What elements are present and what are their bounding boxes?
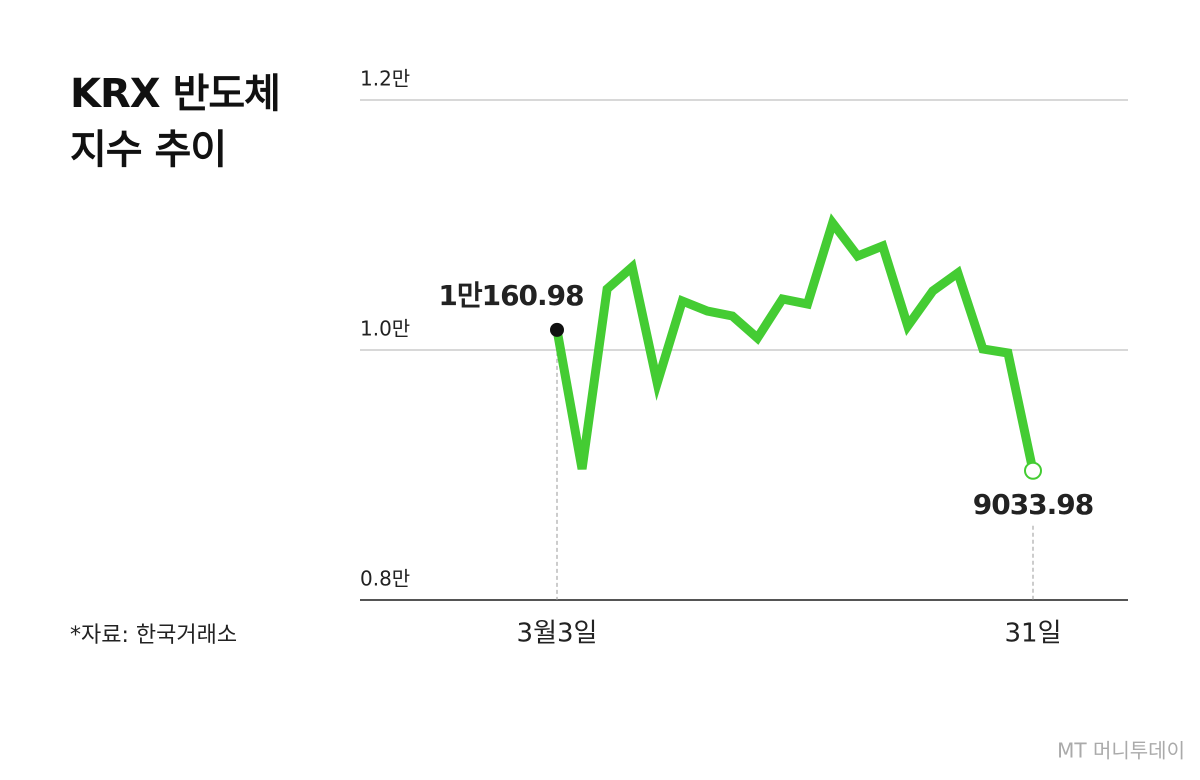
point [550,322,564,337]
x-tick-label: 3월3일 [517,619,598,649]
value-label: 9033.98 [973,488,1094,521]
x-tick-label: 31일 [1004,619,1061,649]
watermark: MT 머니투데이 [1057,739,1185,763]
point [1024,461,1042,480]
line [552,213,1038,472]
y-tick-label: 0.8만 [360,567,410,591]
y-tick-label: 1.2만 [360,67,410,91]
value-label: 1만160.98 [438,279,583,312]
source: *자료: 한국거래소 [70,623,237,648]
chart-title: KRX 반도체 지수 추이 [70,71,281,173]
y-tick-label: 1.0만 [360,317,410,341]
